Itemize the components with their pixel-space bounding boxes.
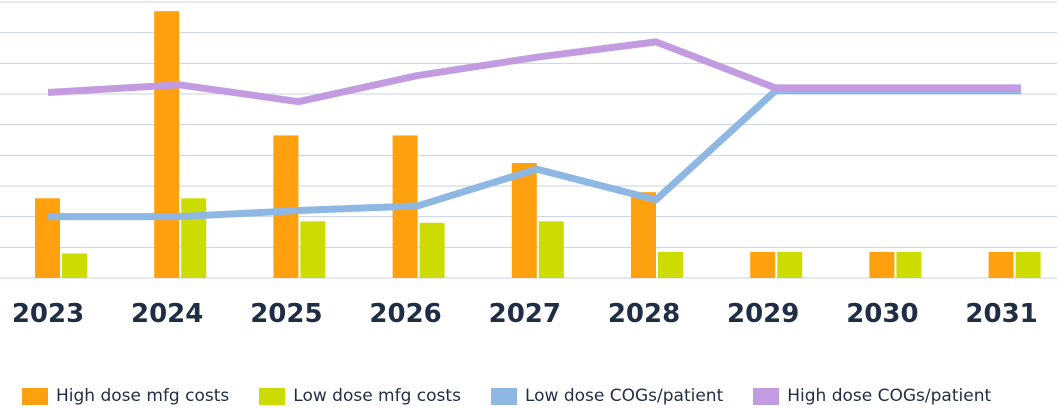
bar-low-dose-mfg-2031 [1015,251,1041,278]
legend-swatch [490,387,517,405]
x-axis-tick-labels: 2023 2024 2025 2026 2027 2028 2029 2030 2031 [12,299,1038,329]
legend-item-high-dose-mfg: High dose mfg costs [22,386,229,406]
x-tick-label-2026: 2026 [369,299,441,329]
bar-high-dose-mfg-2025 [273,135,299,278]
bar-low-dose-mfg-2024 [181,198,207,278]
legend-item-low-dose-mfg: Low dose mfg costs [259,386,461,406]
bar-high-dose-mfg-2024 [154,11,180,278]
bar-high-dose-mfg-2027 [511,163,537,278]
x-tick-label-2030: 2030 [846,299,918,329]
bar-high-dose-mfg-2031 [988,251,1014,278]
legend: High dose mfg costs Low dose mfg costs Low… [22,384,1021,408]
x-tick-label-2023: 2023 [12,299,84,329]
x-tick-label-2031: 2031 [965,299,1037,329]
bar-high-dose-mfg-2023 [35,198,60,278]
bar-low-dose-mfg-2027 [538,221,564,278]
legend-label: Low dose mfg costs [293,386,461,406]
bar-low-dose-mfg-2026 [419,222,445,278]
legend-swatch [753,387,780,405]
bar-low-dose-mfg-2030 [896,251,922,278]
legend-item-high-dose-cogs: High dose COGs/patient [753,386,991,406]
bar-low-dose-mfg-2025 [300,221,326,278]
bar-low-dose-mfg-2028 [658,251,683,278]
legend-label: High dose mfg costs [56,386,230,406]
line-high-dose-cogs [47,38,1021,106]
bar-high-dose-mfg-2029 [750,251,776,278]
bar-low-dose-mfg-2023 [62,253,87,278]
legend-item-low-dose-cogs: Low dose COGs/patient [490,386,724,406]
x-tick-label-2024: 2024 [131,299,203,329]
series-lines [47,38,1021,221]
bar-high-dose-mfg-2030 [869,251,895,278]
chart: 2023 2024 2025 2026 2027 2028 2029 2030 2031 [0,1,1057,329]
bar-high-dose-mfg-2028 [631,192,656,278]
bar-low-dose-mfg-2029 [777,251,803,278]
legend-swatch [22,387,48,405]
x-tick-label-2027: 2027 [489,299,561,329]
x-tick-label-2025: 2025 [250,299,322,329]
x-tick-label-2028: 2028 [608,299,680,329]
bars [35,11,1041,278]
x-tick-label-2029: 2029 [727,299,799,329]
legend-label: Low dose COGs/patient [524,386,724,406]
legend-label: High dose COGs/patient [787,386,992,406]
legend-swatch [259,387,286,405]
